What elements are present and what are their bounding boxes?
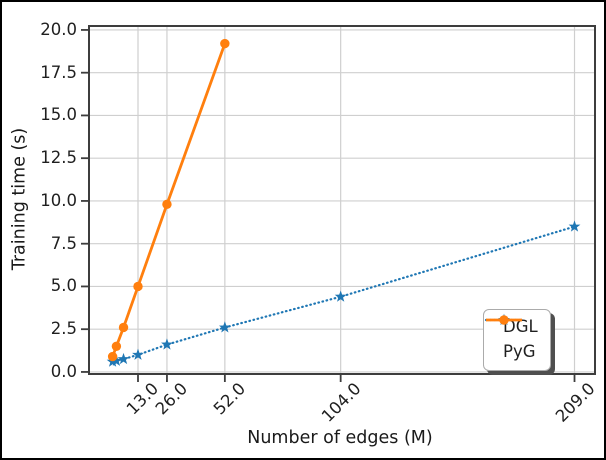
dgl-marker — [161, 338, 173, 350]
legend-label: DGL — [503, 317, 538, 336]
pyg-marker — [220, 38, 230, 49]
axes-spines — [88, 25, 596, 375]
legend: DGL PyG — [483, 309, 551, 371]
legend-label: PyG — [503, 342, 536, 361]
pyg-marker — [118, 322, 129, 333]
pyg-marker — [133, 281, 143, 292]
pyg-marker — [162, 199, 172, 210]
y-tick-label: 5.0 — [50, 276, 77, 296]
y-tick-label: 15.0 — [40, 105, 77, 125]
y-tick-label: 12.5 — [40, 148, 77, 168]
y-tick-label: 0.0 — [50, 361, 77, 381]
dgl-marker — [110, 354, 123, 366]
dgl-marker — [218, 321, 231, 333]
y-tick-label: 20.0 — [40, 19, 77, 39]
dgl-marker — [132, 348, 144, 360]
y-tick-label: 7.5 — [50, 233, 77, 253]
dgl-marker — [334, 290, 347, 302]
legend-item-pyg: PyG — [486, 315, 538, 362]
pyg-marker — [107, 351, 118, 362]
pyg-marker — [111, 341, 122, 351]
dgl-marker — [568, 220, 581, 232]
y-tick-label: 2.5 — [50, 319, 77, 339]
pyg-legend-marker-icon — [486, 315, 522, 325]
y-tick-label: 17.5 — [40, 62, 77, 82]
legend-marker-sample — [499, 315, 509, 325]
dgl-marker — [117, 352, 130, 365]
x-axis-label: Number of edges (M) — [247, 428, 433, 448]
y-tick-label: 10.0 — [40, 190, 77, 210]
